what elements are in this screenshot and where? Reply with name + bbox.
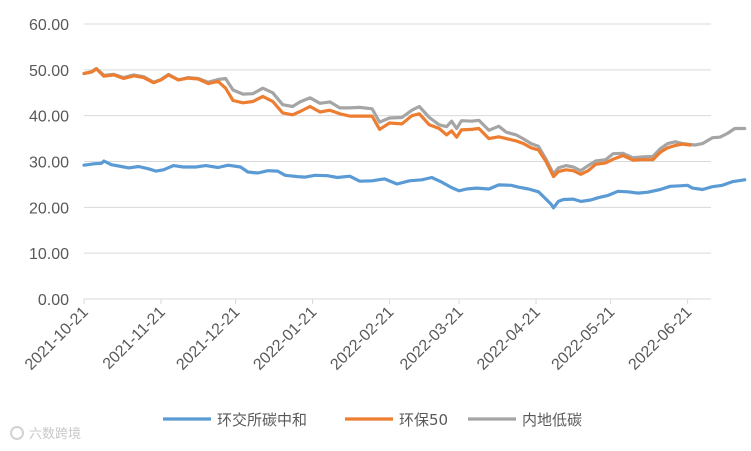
y-tick-label: 20.00 <box>29 200 69 217</box>
y-tick-label: 30.00 <box>29 155 69 172</box>
x-tick-label: 2022-05-21 <box>549 304 619 374</box>
x-axis: 2021-10-21 2021-11-21 2021-12-21 2022-01-21… <box>22 298 711 374</box>
x-tick-label: 2022-03-21 <box>397 304 467 374</box>
x-tick-label: 2022-06-21 <box>626 304 696 374</box>
x-tick-label: 2022-01-21 <box>250 304 320 374</box>
plot-area <box>82 66 747 210</box>
gridlines <box>84 23 711 254</box>
y-tick-label: 40.00 <box>29 109 69 126</box>
x-tick-label: 2021-12-21 <box>173 304 243 374</box>
y-tick-label: 10.00 <box>29 246 69 263</box>
watermark-text: 六数跨境 <box>29 427 81 442</box>
watermark: 六数跨境 <box>10 426 81 442</box>
logo-icon <box>10 426 24 440</box>
legend-label: 环交所碳中和 <box>217 411 307 429</box>
series-line-1 <box>82 159 747 210</box>
legend: 环交所碳中和 环保50 内地低碳 <box>163 411 582 429</box>
legend-label: 内地低碳 <box>522 411 582 429</box>
y-tick-label: 60.00 <box>29 17 69 34</box>
x-tick-label: 2021-10-21 <box>22 304 92 374</box>
series-line-3 <box>82 66 747 176</box>
y-tick-label: 50.00 <box>29 63 69 80</box>
x-tick-label: 2022-02-21 <box>327 304 397 374</box>
x-tick-label: 2021-11-21 <box>100 304 169 373</box>
y-tick-label: 0.00 <box>38 292 69 309</box>
y-axis: 0.00 10.00 20.00 30.00 40.00 50.00 60.00 <box>29 17 69 309</box>
legend-label: 环保50 <box>399 411 448 429</box>
x-tick-label: 2022-04-21 <box>474 304 544 374</box>
series-line-2 <box>82 67 692 179</box>
